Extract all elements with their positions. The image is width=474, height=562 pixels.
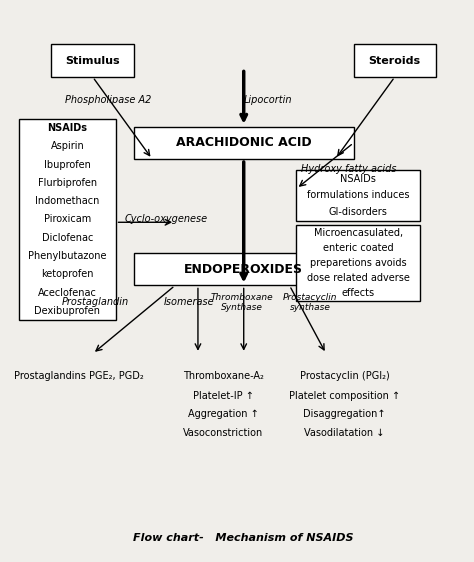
Text: Disaggregation↑: Disaggregation↑ [303,409,386,419]
FancyBboxPatch shape [296,170,420,221]
Text: Thromboxane
Synthase: Thromboxane Synthase [210,293,273,312]
Text: Prostacyclin (PGI₂): Prostacyclin (PGI₂) [300,371,389,381]
Text: GI-disorders: GI-disorders [329,207,388,217]
Text: Platelet-IP ↑: Platelet-IP ↑ [193,391,254,401]
Text: Phospholipase A2: Phospholipase A2 [65,96,152,105]
Text: NSAIDs: NSAIDs [340,174,376,184]
Text: preparetions avoids: preparetions avoids [310,258,407,268]
Text: Isomerase: Isomerase [164,297,214,307]
Text: Platelet composition ↑: Platelet composition ↑ [289,391,400,401]
Text: NSAIDs: NSAIDs [47,123,88,133]
Text: ARACHIDONIC ACID: ARACHIDONIC ACID [176,137,311,149]
Text: Flow chart-   Mechanism of NSAIDS: Flow chart- Mechanism of NSAIDS [134,533,354,543]
Text: Cyclo-oxygenese: Cyclo-oxygenese [125,214,208,224]
Text: Aggregation ↑: Aggregation ↑ [188,409,258,419]
Text: dose related adverse: dose related adverse [307,273,410,283]
Text: Aspirin: Aspirin [51,141,84,151]
Text: Microencasulated,: Microencasulated, [314,228,403,238]
Text: enteric coated: enteric coated [323,243,393,253]
Text: Indomethacn: Indomethacn [35,196,100,206]
Text: ENDOPEROXIDES: ENDOPEROXIDES [184,263,303,276]
Text: effects: effects [342,288,375,298]
Text: Prostacyclin
synthase: Prostacyclin synthase [283,293,337,312]
Text: Hydroxy fatty acids: Hydroxy fatty acids [301,164,396,174]
FancyBboxPatch shape [296,225,420,301]
Text: Vasoconstriction: Vasoconstriction [183,428,263,438]
Text: Phenylbutazone: Phenylbutazone [28,251,107,261]
Text: Ibuprofen: Ibuprofen [44,160,91,170]
FancyBboxPatch shape [19,119,116,320]
Text: Prostaglandins PGE₂, PGD₂: Prostaglandins PGE₂, PGD₂ [14,371,144,381]
Text: formulations induces: formulations induces [307,191,410,201]
FancyBboxPatch shape [52,44,134,77]
Text: Lipocortin: Lipocortin [244,96,292,105]
Text: Vasodilatation ↓: Vasodilatation ↓ [304,428,384,438]
Text: ketoprofen: ketoprofen [41,269,94,279]
Text: Piroxicam: Piroxicam [44,215,91,224]
FancyBboxPatch shape [134,253,354,285]
Text: Prostaglandin: Prostaglandin [62,297,128,307]
Text: Flurbiprofen: Flurbiprofen [38,178,97,188]
Text: Thromboxane-A₂: Thromboxane-A₂ [182,371,264,381]
FancyBboxPatch shape [354,44,436,77]
Text: Steroids: Steroids [369,56,421,66]
Text: Dexibuprofen: Dexibuprofen [35,306,100,316]
Text: Diclofenac: Diclofenac [42,233,93,243]
Text: Aceclofenac: Aceclofenac [38,288,97,298]
FancyBboxPatch shape [134,126,354,159]
Text: Stimulus: Stimulus [65,56,120,66]
